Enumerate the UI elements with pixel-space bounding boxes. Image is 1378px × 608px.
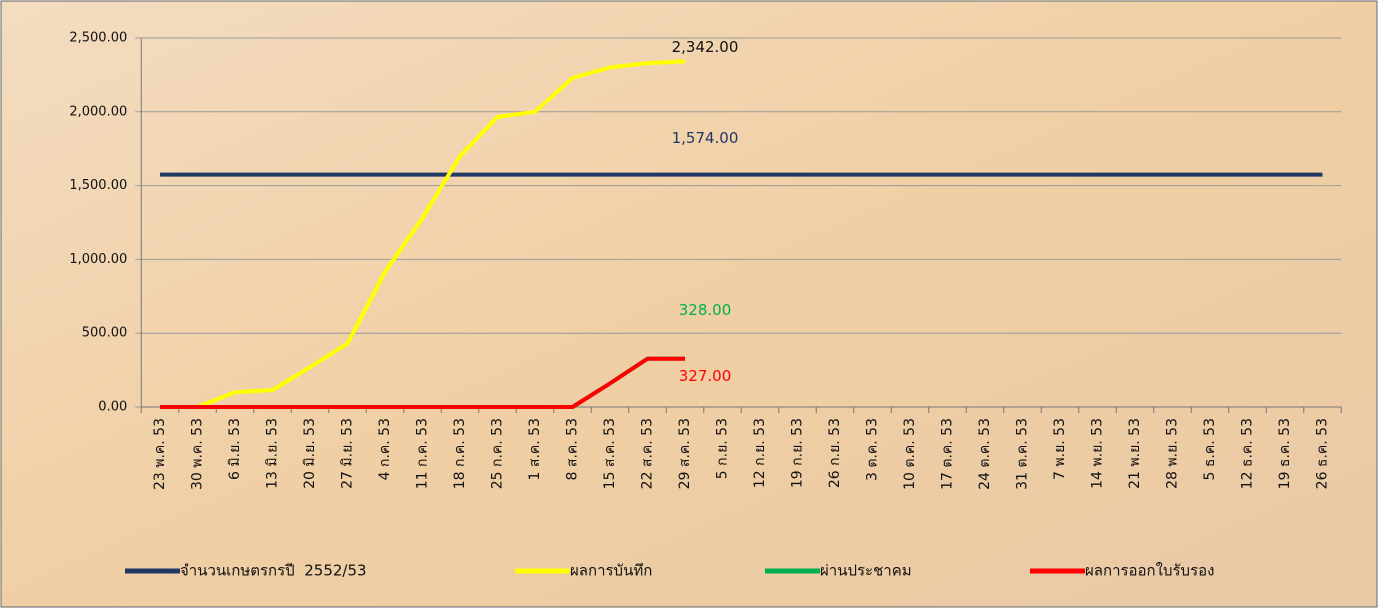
x-tick-label: 19 ธ.ค. 53 (1277, 418, 1293, 489)
data-label: 327.00 (679, 367, 732, 385)
y-tick-label: 2,000.00 (69, 104, 127, 119)
x-tick-label: 27 มิ.ย. 53 (340, 418, 356, 489)
legend-label: ผ่านประชาคม (820, 562, 912, 580)
x-tick-label: 20 มิ.ย. 53 (302, 418, 318, 489)
x-tick-label: 12 ธ.ค. 53 (1240, 418, 1256, 489)
data-label: 1,574.00 (672, 129, 739, 147)
x-tick-label: 31 ต.ค. 53 (1015, 418, 1031, 490)
y-tick-label: 500.00 (82, 326, 128, 341)
x-tick-label: 26 ธ.ค. 53 (1315, 418, 1331, 489)
y-tick-label: 2,500.00 (69, 31, 127, 46)
legend-label: ผลการบันทึก (570, 562, 652, 580)
x-tick-label: 25 ก.ค. 53 (490, 418, 506, 489)
x-tick-label: 6 มิ.ย. 53 (227, 418, 243, 480)
x-tick-label: 7 พ.ย. 53 (1052, 418, 1068, 480)
x-tick-label: 4 ก.ค. 53 (377, 418, 393, 480)
data-label: 2,342.00 (672, 38, 739, 56)
x-tick-label: 29 ส.ค. 53 (677, 418, 693, 489)
x-tick-label: 30 พ.ค. 53 (190, 418, 206, 490)
x-tick-label: 1 ส.ค. 53 (527, 418, 543, 480)
chart: 0.00 500.00 1,000.00 1,500.00 2,000.00 2,500.… (0, 0, 1378, 608)
y-tick-label: 1,000.00 (69, 252, 127, 267)
x-tick-label: 13 มิ.ย. 53 (265, 418, 281, 489)
legend-label: ผลการออกใบรับรอง (1085, 562, 1214, 580)
x-tick-label: 12 ก.ย. 53 (752, 418, 768, 488)
legend-label: จำนวนเกษตรกรปี 2552/53 (180, 562, 367, 580)
x-tick-label: 21 พ.ย. 53 (1127, 418, 1143, 489)
x-tick-label: 18 ก.ค. 53 (452, 418, 468, 489)
x-tick-label: 14 พ.ย. 53 (1090, 418, 1106, 489)
x-tick-label: 23 พ.ค. 53 (152, 418, 168, 490)
data-label: 328.00 (679, 301, 732, 319)
x-tick-label: 24 ต.ค. 53 (977, 418, 993, 490)
y-tick-label: 1,500.00 (69, 178, 127, 193)
x-tick-label: 3 ต.ค. 53 (865, 418, 881, 481)
x-tick-label: 28 พ.ย. 53 (1165, 418, 1181, 489)
x-tick-label: 22 ส.ค. 53 (640, 418, 656, 489)
x-tick-label: 15 ส.ค. 53 (602, 418, 618, 489)
y-tick-label: 0.00 (98, 400, 127, 415)
x-tick-label: 19 ก.ย. 53 (790, 418, 806, 488)
x-tick-label: 26 ก.ย. 53 (827, 418, 843, 488)
x-tick-label: 10 ต.ค. 53 (902, 418, 918, 490)
x-tick-label: 5 ก.ย. 53 (715, 418, 731, 479)
x-tick-label: 5 ธ.ค. 53 (1202, 418, 1218, 480)
x-tick-label: 17 ต.ค. 53 (940, 418, 956, 490)
x-tick-label: 11 ก.ค. 53 (415, 418, 431, 489)
x-tick-label: 8 ส.ค. 53 (565, 418, 581, 480)
